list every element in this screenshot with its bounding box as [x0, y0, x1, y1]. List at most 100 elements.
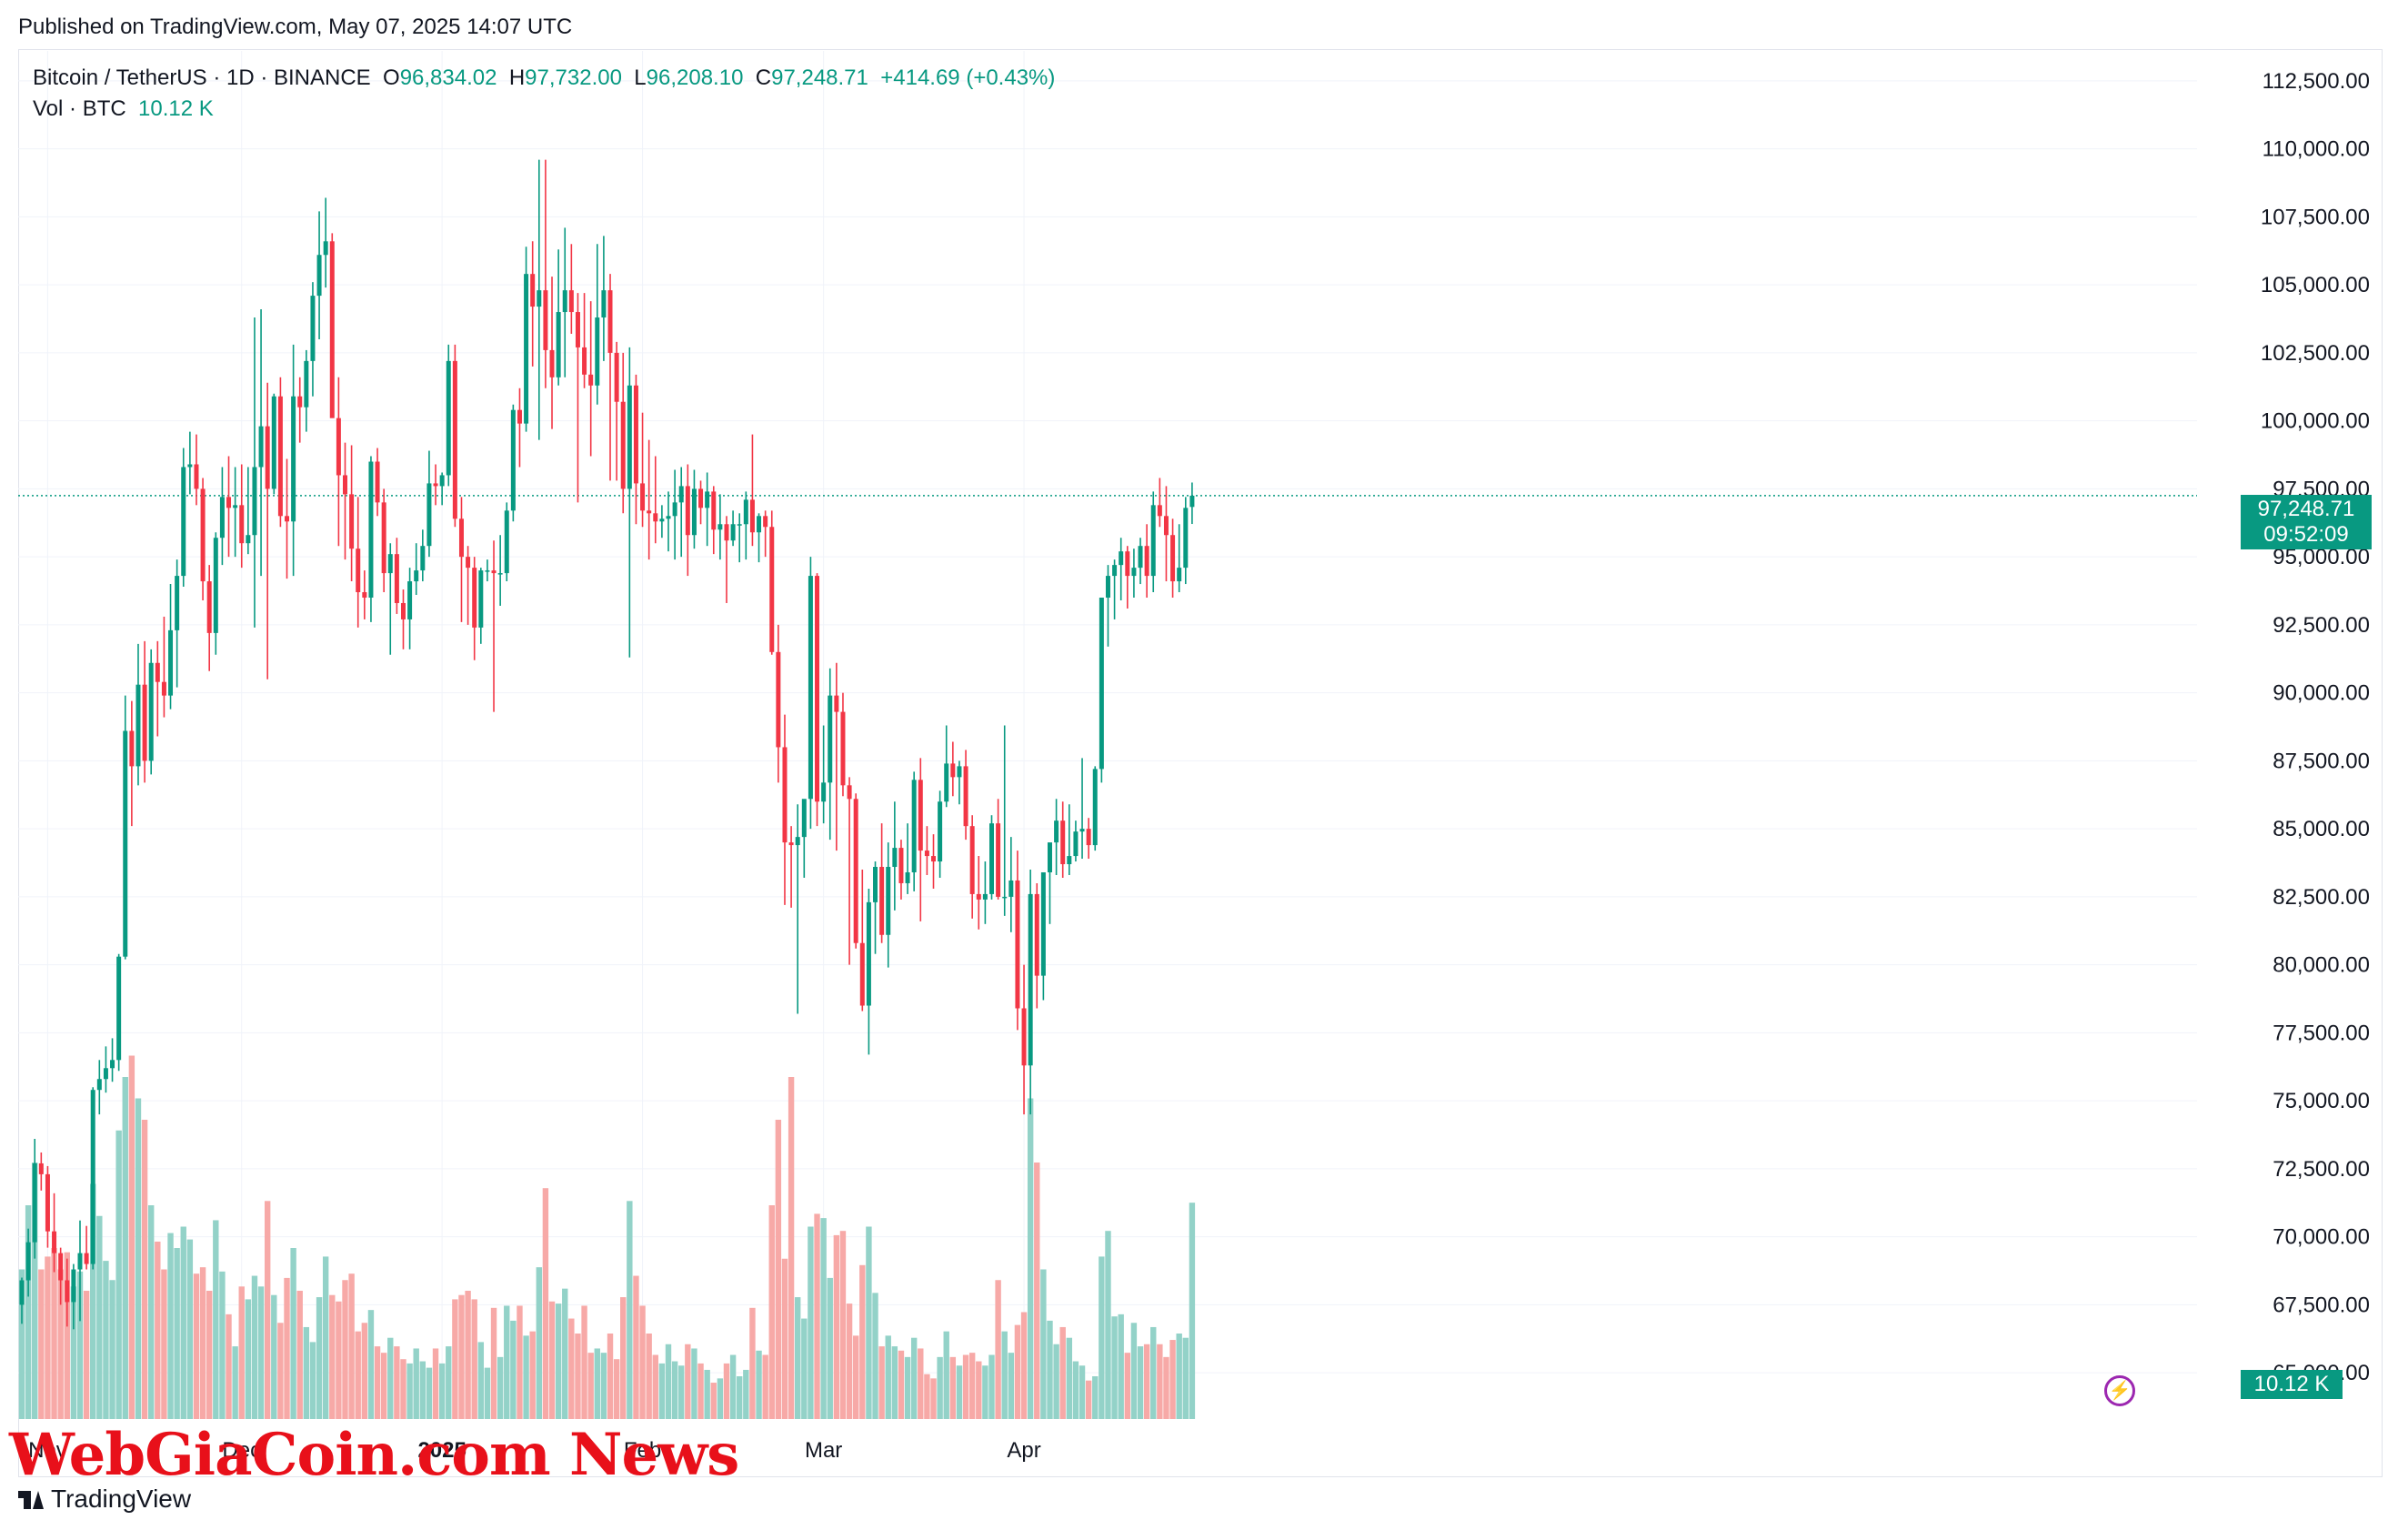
volume-bar — [678, 1365, 685, 1419]
volume-bar — [781, 1258, 788, 1419]
candle-body — [1189, 495, 1195, 508]
volume-bar — [833, 1234, 840, 1419]
volume-bar — [852, 1335, 859, 1419]
volume-bar — [70, 1286, 77, 1419]
candle-body — [310, 296, 316, 361]
candle-body — [103, 1068, 108, 1080]
candle-body — [1034, 893, 1039, 976]
candle-body — [524, 274, 529, 424]
candle-body — [924, 851, 929, 857]
candle-body — [466, 557, 471, 569]
volume-bar — [1001, 1331, 1008, 1419]
candle-body — [155, 662, 160, 682]
y-tick-label: 110,000.00 — [2263, 137, 2370, 162]
x-tick-label: Mar — [805, 1438, 842, 1463]
candle-body — [1112, 565, 1118, 577]
candle-body — [1163, 516, 1169, 536]
volume-bar — [968, 1353, 976, 1419]
candle-body — [110, 1060, 115, 1069]
candle-body — [1060, 820, 1066, 865]
volume-bar — [271, 1294, 277, 1419]
volume-bar — [1020, 1312, 1028, 1419]
volume-bar — [438, 1363, 446, 1419]
volume-bar — [924, 1374, 930, 1419]
candle-body — [938, 801, 943, 862]
candle-body — [776, 651, 781, 748]
volume-bar — [639, 1305, 646, 1419]
volume-bar — [387, 1337, 394, 1419]
volume-bar — [64, 1252, 70, 1419]
candle-body — [1028, 893, 1033, 1066]
volume-bar — [962, 1354, 969, 1419]
volume-bar — [251, 1275, 258, 1419]
volume-bar — [1157, 1344, 1163, 1419]
volume-bar — [141, 1120, 148, 1419]
candle-body — [530, 274, 536, 307]
volume-bar — [148, 1205, 155, 1419]
volume-bar — [976, 1361, 982, 1419]
volume-bar — [1092, 1376, 1099, 1419]
candle-body — [142, 684, 147, 761]
volume-bar — [115, 1130, 122, 1419]
volume-bar — [1079, 1365, 1086, 1419]
candle-body — [1157, 505, 1162, 517]
candle-body — [556, 312, 561, 377]
candle-body — [285, 516, 290, 522]
volume-bar — [180, 1226, 186, 1419]
volume-bar — [762, 1354, 768, 1419]
volume-bar — [504, 1305, 510, 1419]
volume-bar — [90, 1183, 96, 1419]
candle-body — [25, 1242, 31, 1281]
candle-body — [795, 837, 800, 846]
volume-bar — [309, 1342, 316, 1419]
y-tick-label: 80,000.00 — [2273, 953, 2370, 978]
candle-body — [510, 409, 516, 511]
candle-body — [568, 290, 574, 313]
volume-bar — [213, 1220, 219, 1419]
volume-bar — [348, 1273, 355, 1419]
tradingview-logo[interactable]: TradingView — [18, 1485, 191, 1514]
lightning-icon[interactable]: ⚡ — [2104, 1375, 2135, 1406]
volume-bar — [710, 1383, 717, 1419]
volume-bar — [419, 1361, 426, 1419]
volume-bar — [484, 1367, 491, 1419]
volume-bar — [627, 1201, 633, 1419]
volume-bar — [1085, 1380, 1092, 1419]
volume-bar — [1066, 1337, 1073, 1419]
candle-body — [1138, 546, 1143, 569]
volume-bar — [226, 1314, 232, 1419]
candle-body — [1047, 842, 1052, 872]
candle-body — [45, 1173, 50, 1232]
volume-legend: Vol · BTC 10.12 K — [33, 96, 214, 122]
volume-bar — [555, 1304, 562, 1419]
symbol-label[interactable]: Bitcoin / TetherUS · 1D · BINANCE — [33, 65, 371, 90]
volume-bar — [542, 1188, 549, 1419]
volume-bar — [891, 1346, 898, 1419]
volume-bar — [568, 1318, 575, 1419]
candle-body — [859, 942, 865, 1006]
candle-body — [711, 491, 717, 530]
candle-body — [1079, 829, 1085, 832]
candle-body — [749, 499, 755, 533]
volume-bar — [1059, 1326, 1066, 1419]
volume-bar — [193, 1273, 200, 1419]
candle-body — [976, 893, 981, 900]
volume-bar — [529, 1331, 536, 1419]
open-key: O — [383, 65, 400, 90]
volume-bar — [465, 1291, 471, 1419]
chart-frame[interactable] — [18, 49, 2383, 1477]
candle-body — [181, 467, 186, 577]
volume-bar — [859, 1264, 866, 1419]
candle-body — [458, 518, 464, 558]
volume-bar — [199, 1267, 206, 1419]
volume-bar — [982, 1365, 988, 1419]
volume-bar — [303, 1326, 310, 1419]
volume-bar — [38, 1269, 45, 1419]
candle-body — [582, 347, 587, 375]
volume-key[interactable]: Vol · BTC — [33, 96, 126, 121]
candle-body — [316, 255, 322, 297]
candle-body — [627, 385, 632, 489]
published-caption: Published on TradingView.com, May 07, 20… — [18, 15, 573, 39]
volume-bar — [633, 1275, 639, 1419]
